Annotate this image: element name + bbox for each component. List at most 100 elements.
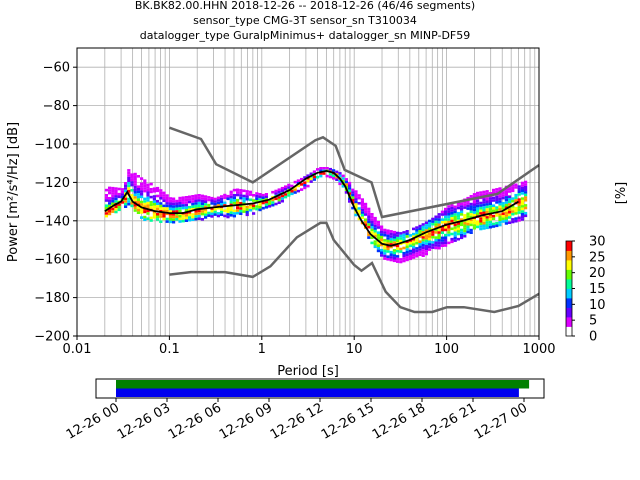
density-cell xyxy=(380,238,384,242)
density-cell xyxy=(229,195,233,199)
density-cell xyxy=(191,200,195,203)
density-cell xyxy=(232,194,236,197)
density-cell xyxy=(389,245,393,249)
density-cell xyxy=(204,197,208,201)
density-cell xyxy=(437,231,441,234)
density-cell xyxy=(514,217,518,220)
y-tick-label: −60 xyxy=(43,61,70,76)
density-cell xyxy=(277,201,281,204)
density-cell xyxy=(104,212,108,215)
density-cell xyxy=(178,217,182,221)
density-cell xyxy=(104,194,108,197)
density-cell xyxy=(117,205,121,209)
density-cell xyxy=(143,218,147,221)
density-cell xyxy=(335,175,339,179)
y-axis: −60 −80 −100 −120 −140 −160 −180 −200 Power [m²/… xyxy=(6,61,77,345)
density-cell xyxy=(405,230,409,233)
density-cell xyxy=(428,245,432,249)
density-cell xyxy=(258,198,262,201)
density-cell xyxy=(370,213,374,216)
density-cell xyxy=(520,202,524,206)
density-cell xyxy=(351,206,355,210)
density-cell xyxy=(312,178,316,181)
density-cell xyxy=(440,244,444,247)
density-cell xyxy=(517,211,521,214)
density-cell xyxy=(229,206,233,209)
density-cell xyxy=(524,183,528,186)
density-cell xyxy=(524,180,528,184)
density-cell xyxy=(370,236,374,239)
density-cell xyxy=(136,193,140,196)
density-cell xyxy=(309,172,313,176)
density-cell xyxy=(447,213,451,216)
density-cell xyxy=(226,197,230,201)
density-cell xyxy=(111,199,115,203)
density-cell xyxy=(277,188,281,191)
density-cell xyxy=(392,251,396,255)
density-cell xyxy=(495,201,499,204)
density-cell xyxy=(172,210,176,214)
density-cell xyxy=(488,202,492,206)
density-cell xyxy=(258,193,262,196)
density-cell xyxy=(498,213,502,216)
density-cell xyxy=(408,249,412,253)
density-cell xyxy=(386,245,390,248)
density-cell xyxy=(402,251,406,255)
density-cell xyxy=(351,188,355,192)
density-cell xyxy=(392,241,396,244)
density-cell xyxy=(488,218,492,221)
colorbar-segment xyxy=(566,315,572,318)
density-cell xyxy=(485,216,489,219)
colorbar-segment xyxy=(566,332,572,335)
density-cell xyxy=(520,205,524,208)
density-cell xyxy=(191,205,195,208)
density-cell xyxy=(456,204,460,207)
density-cell xyxy=(376,241,380,245)
density-cell xyxy=(264,200,268,204)
colorbar-segment xyxy=(566,331,572,334)
density-cell xyxy=(146,217,150,220)
density-cell xyxy=(165,199,169,203)
density-cell xyxy=(437,246,441,250)
density-cell xyxy=(424,250,428,253)
colorbar-segment xyxy=(566,291,572,294)
density-cell xyxy=(456,232,460,236)
density-cell xyxy=(213,213,217,216)
density-cell xyxy=(156,212,160,216)
density-cell xyxy=(424,252,428,256)
density-cell xyxy=(405,253,409,256)
density-cell xyxy=(373,242,377,246)
density-cell xyxy=(239,209,243,213)
density-cell xyxy=(181,206,185,210)
density-cell xyxy=(408,244,412,248)
density-cell xyxy=(520,210,524,213)
density-cell xyxy=(511,184,515,187)
density-cell xyxy=(517,190,521,194)
density-cell xyxy=(511,186,515,190)
density-cell xyxy=(194,215,198,218)
density-cell xyxy=(351,196,355,199)
density-cell xyxy=(178,196,182,200)
timeline-tick-label: 12-26 03 xyxy=(115,400,173,442)
density-cell xyxy=(277,198,281,202)
density-cell xyxy=(264,193,268,196)
density-cell xyxy=(175,199,179,203)
density-cell xyxy=(204,203,208,206)
density-cell xyxy=(348,187,352,190)
density-cell xyxy=(213,208,217,211)
colorbar-segment xyxy=(566,256,572,259)
density-cell xyxy=(437,223,441,227)
density-cell xyxy=(188,195,192,199)
density-cell xyxy=(370,215,374,219)
density-cell xyxy=(392,256,396,260)
density-cell xyxy=(248,190,252,194)
density-cell xyxy=(293,186,297,189)
colorbar-tick-label: 10 xyxy=(589,298,606,313)
density-cell xyxy=(396,247,400,250)
density-cell xyxy=(146,188,150,192)
density-cell xyxy=(520,186,524,190)
density-cell xyxy=(357,207,361,210)
density-cell xyxy=(149,201,153,204)
density-cell xyxy=(140,216,144,219)
density-cell xyxy=(488,205,492,208)
